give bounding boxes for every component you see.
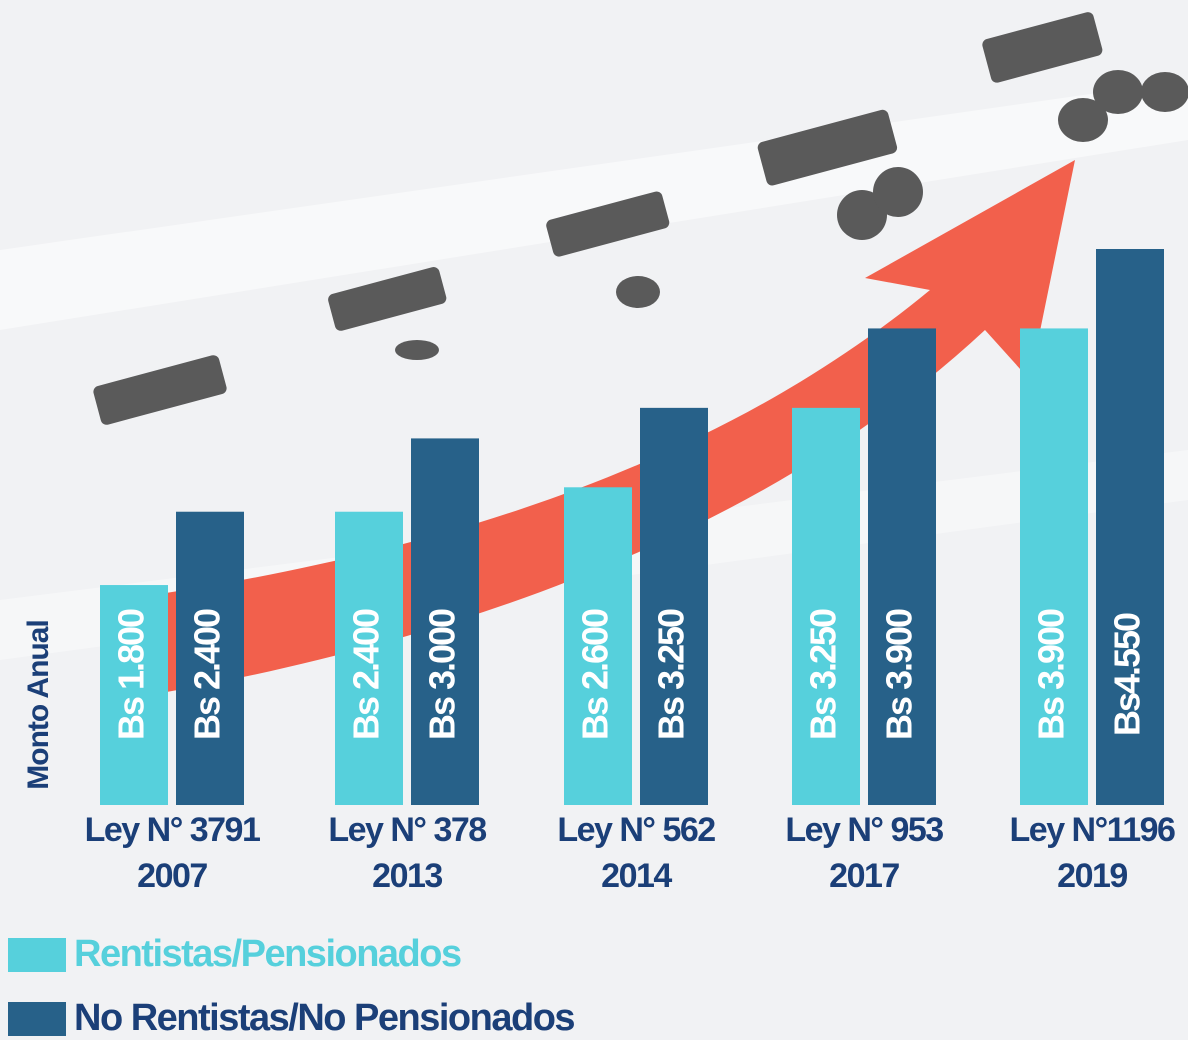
bar — [176, 511, 244, 805]
bar — [792, 407, 860, 805]
bar — [335, 511, 403, 805]
x-tick-label: Ley N° 953 — [785, 811, 943, 849]
x-tick-label: Ley N° 378 — [328, 811, 486, 849]
money-icons — [93, 12, 1188, 425]
value-label: Bs 2.400 — [346, 609, 387, 740]
bar — [1096, 249, 1164, 805]
value-label: Bs 2.600 — [575, 609, 616, 740]
bar — [564, 487, 632, 805]
x-tick-label: 2007 — [137, 857, 207, 895]
x-tick-label: Ley N° 562 — [557, 811, 715, 849]
legend-label: No Rentistas/No Pensionados — [74, 997, 574, 1039]
y-axis-label: Monto Anual — [22, 620, 55, 790]
bar — [868, 328, 936, 805]
bar — [100, 585, 168, 805]
legend-swatch — [8, 1002, 66, 1036]
bar — [411, 438, 479, 805]
legend-swatch — [8, 938, 66, 972]
value-label: Bs 2.400 — [187, 609, 228, 740]
x-tick-label: 2019 — [1057, 857, 1127, 895]
value-label: Bs 3.000 — [422, 609, 463, 740]
x-tick-label: Ley N° 3791 — [85, 811, 260, 849]
value-label: Bs 3.900 — [879, 609, 920, 740]
bar — [640, 407, 708, 805]
x-tick-label: 2014 — [601, 857, 672, 895]
bar — [1020, 328, 1088, 805]
x-tick-label: Ley N°1196 — [1010, 811, 1176, 849]
value-label: Bs4.550 — [1107, 613, 1148, 736]
value-label: Bs 3.250 — [803, 609, 844, 740]
value-label: Bs 1.800 — [111, 609, 152, 740]
value-label: Bs 3.250 — [651, 609, 692, 740]
legend-label: Rentistas/Pensionados — [74, 933, 461, 975]
x-tick-label: 2017 — [829, 857, 899, 895]
x-tick-label: 2013 — [372, 857, 442, 895]
value-label: Bs 3.900 — [1031, 609, 1072, 740]
